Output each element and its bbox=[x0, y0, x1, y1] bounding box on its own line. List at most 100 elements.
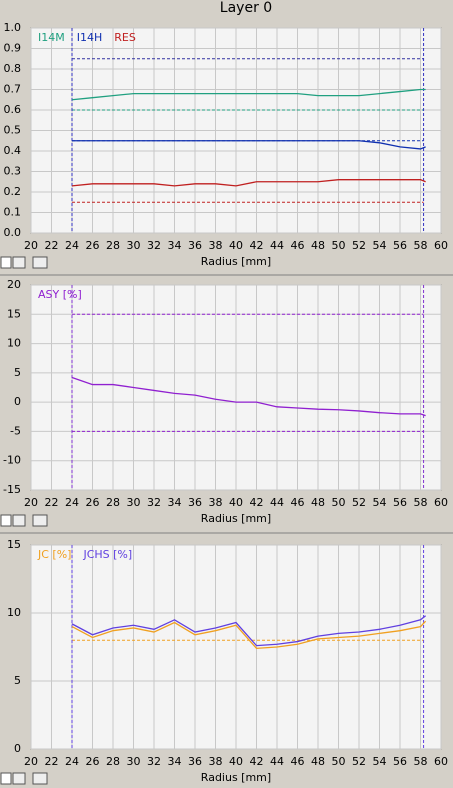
x-tick-label: 52 bbox=[352, 755, 366, 768]
x-tick-label: 26 bbox=[86, 496, 100, 509]
x-tick-label: 50 bbox=[332, 755, 346, 768]
crosshair-button[interactable] bbox=[12, 256, 26, 269]
x-tick-label: 38 bbox=[209, 755, 223, 768]
x-tick-label: 34 bbox=[168, 239, 182, 252]
x-tick-label: 28 bbox=[106, 755, 120, 768]
x-tick-label: 34 bbox=[168, 496, 182, 509]
x-tick-label: 46 bbox=[291, 239, 305, 252]
x-tick-label: 60 bbox=[434, 755, 448, 768]
legend-entry: ASY [%] bbox=[38, 288, 82, 301]
x-tick-label: 46 bbox=[291, 755, 305, 768]
y-tick-label: 15 bbox=[7, 538, 21, 551]
y-tick-label: -15 bbox=[3, 483, 21, 496]
x-tick-label: 60 bbox=[434, 496, 448, 509]
y-tick-label: 0.5 bbox=[4, 124, 22, 137]
y-tick-label: 0.0 bbox=[4, 226, 22, 239]
x-tick-label: 32 bbox=[147, 239, 161, 252]
x-tick-label: 36 bbox=[188, 239, 202, 252]
x-tick-label: 50 bbox=[332, 496, 346, 509]
x-tick-label: 28 bbox=[106, 239, 120, 252]
y-tick-label: 5 bbox=[14, 674, 21, 687]
zoom-button[interactable] bbox=[0, 514, 12, 527]
x-tick-label: 38 bbox=[209, 239, 223, 252]
y-tick-label: 10 bbox=[7, 337, 21, 350]
x-tick-label: 48 bbox=[311, 239, 325, 252]
x-tick-label: 40 bbox=[229, 755, 243, 768]
page-title: Layer 0 bbox=[220, 0, 272, 16]
toolbar bbox=[0, 256, 48, 785]
x-tick-label: 36 bbox=[188, 755, 202, 768]
x-tick-label: 26 bbox=[86, 755, 100, 768]
x-tick-label: 24 bbox=[65, 239, 79, 252]
x-tick-label: 44 bbox=[270, 496, 284, 509]
pan-button[interactable] bbox=[32, 772, 48, 785]
series-line bbox=[72, 140, 426, 150]
x-tick-label: 30 bbox=[127, 496, 141, 509]
y-tick-label: 0.6 bbox=[4, 103, 22, 116]
y-tick-label: 0.7 bbox=[4, 83, 22, 96]
y-tick-label: 0.8 bbox=[4, 62, 22, 75]
x-tick-label: 44 bbox=[270, 239, 284, 252]
series-line bbox=[71, 88, 426, 101]
x-tick-label: 50 bbox=[332, 239, 346, 252]
x-tick-label: 42 bbox=[250, 239, 264, 252]
x-tick-label: 40 bbox=[229, 239, 243, 252]
x-tick-label: 58 bbox=[414, 755, 428, 768]
x-tick-label: 20 bbox=[24, 239, 38, 252]
x-axis-label: Radius [mm] bbox=[201, 255, 271, 268]
x-tick-label: 42 bbox=[250, 496, 264, 509]
x-tick-label: 54 bbox=[373, 755, 387, 768]
series-line bbox=[71, 620, 427, 650]
series-line bbox=[71, 376, 426, 417]
x-tick-label: 60 bbox=[434, 239, 448, 252]
y-tick-label: 0.4 bbox=[4, 144, 22, 157]
x-tick-label: 52 bbox=[352, 239, 366, 252]
x-tick-label: 46 bbox=[291, 496, 305, 509]
zoom-button[interactable] bbox=[0, 256, 12, 269]
y-tick-label: 0.9 bbox=[4, 42, 22, 55]
legend-entry: RES bbox=[114, 31, 136, 44]
x-tick-label: 48 bbox=[311, 496, 325, 509]
series-line bbox=[71, 615, 427, 647]
x-tick-label: 36 bbox=[188, 496, 202, 509]
x-axis-label: Radius [mm] bbox=[201, 771, 271, 784]
x-tick-label: 30 bbox=[127, 239, 141, 252]
x-tick-label: 26 bbox=[86, 239, 100, 252]
x-tick-label: 24 bbox=[65, 755, 79, 768]
pan-button[interactable] bbox=[32, 256, 48, 269]
y-tick-label: 0.3 bbox=[4, 165, 22, 178]
x-tick-label: 38 bbox=[209, 496, 223, 509]
x-tick-label: 44 bbox=[270, 755, 284, 768]
x-tick-label: 40 bbox=[229, 496, 243, 509]
x-tick-label: 24 bbox=[65, 496, 79, 509]
y-tick-label: -5 bbox=[10, 424, 21, 437]
crosshair-button[interactable] bbox=[12, 772, 26, 785]
crosshair-button[interactable] bbox=[12, 514, 26, 527]
y-tick-label: 0.1 bbox=[4, 206, 22, 219]
x-tick-label: 56 bbox=[393, 239, 407, 252]
legend-entry: I14M bbox=[38, 31, 65, 44]
x-tick-label: 34 bbox=[168, 755, 182, 768]
y-tick-label: 1.0 bbox=[4, 21, 22, 34]
y-tick-label: 5 bbox=[14, 366, 21, 379]
x-tick-label: 48 bbox=[311, 755, 325, 768]
x-tick-label: 56 bbox=[393, 496, 407, 509]
x-tick-label: 30 bbox=[127, 755, 141, 768]
pan-button[interactable] bbox=[32, 514, 48, 527]
zoom-button[interactable] bbox=[0, 772, 12, 785]
x-tick-label: 20 bbox=[24, 496, 38, 509]
x-tick-label: 22 bbox=[45, 755, 59, 768]
x-tick-label: 58 bbox=[414, 496, 428, 509]
x-tick-label: 20 bbox=[24, 755, 38, 768]
y-tick-label: 15 bbox=[7, 307, 21, 320]
x-axis-label: Radius [mm] bbox=[201, 512, 271, 525]
x-tick-label: 54 bbox=[373, 239, 387, 252]
series-line bbox=[71, 179, 426, 187]
x-tick-label: 32 bbox=[147, 496, 161, 509]
y-tick-label: 0 bbox=[14, 742, 21, 755]
x-tick-label: 52 bbox=[352, 496, 366, 509]
legend-entry: I14H bbox=[77, 31, 103, 44]
x-tick-label: 28 bbox=[106, 496, 120, 509]
y-tick-label: 20 bbox=[7, 278, 21, 291]
x-tick-label: 42 bbox=[250, 755, 264, 768]
